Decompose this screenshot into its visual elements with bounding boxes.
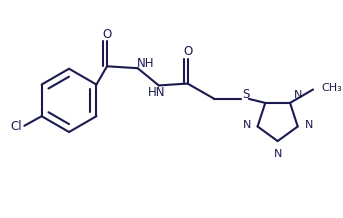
Text: O: O — [102, 28, 111, 41]
Text: NH: NH — [137, 57, 154, 70]
Text: N: N — [243, 120, 251, 129]
Text: O: O — [183, 45, 192, 58]
Text: CH₃: CH₃ — [322, 83, 342, 93]
Text: N: N — [294, 90, 302, 100]
Text: HN: HN — [148, 86, 166, 99]
Text: Cl: Cl — [10, 120, 22, 133]
Text: S: S — [242, 88, 250, 100]
Text: N: N — [305, 120, 313, 129]
Text: N: N — [273, 149, 282, 159]
